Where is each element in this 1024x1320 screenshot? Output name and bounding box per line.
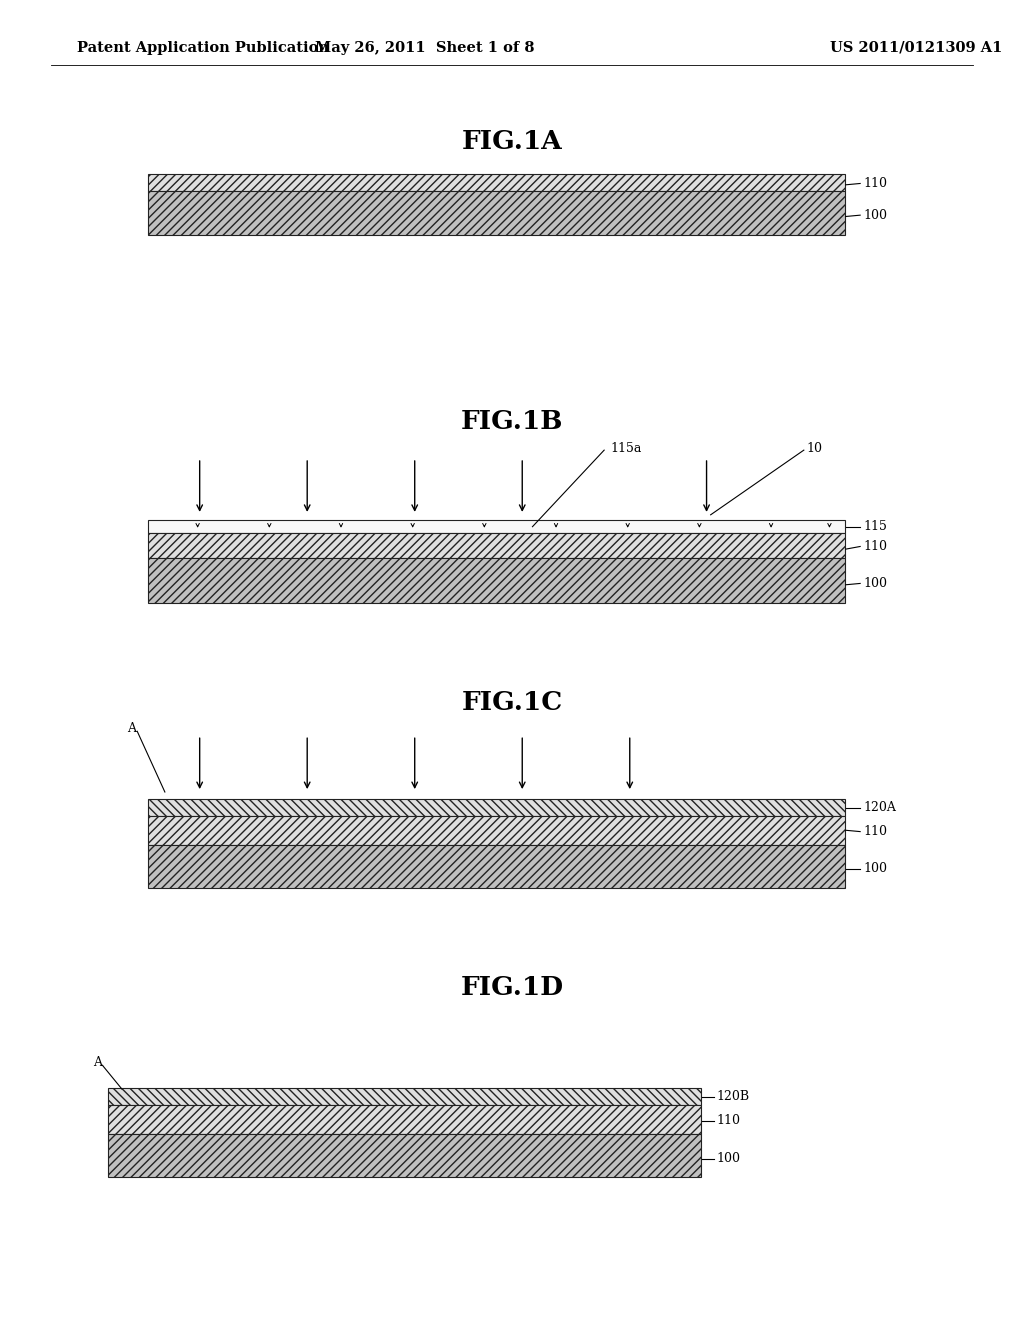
Bar — [108, 1134, 701, 1177]
Bar — [148, 520, 845, 533]
Text: Patent Application Publication: Patent Application Publication — [77, 41, 329, 54]
Text: 100: 100 — [863, 862, 887, 875]
Text: FIG.1C: FIG.1C — [462, 690, 562, 714]
Text: 10: 10 — [807, 442, 823, 455]
Text: A: A — [93, 1056, 102, 1069]
Text: 110: 110 — [717, 1114, 740, 1127]
Text: FIG.1A: FIG.1A — [462, 129, 562, 153]
Bar — [148, 845, 845, 888]
Text: 100: 100 — [863, 577, 887, 590]
Bar — [148, 816, 845, 845]
Bar — [108, 1088, 701, 1105]
Text: 110: 110 — [863, 540, 887, 553]
Text: US 2011/0121309 A1: US 2011/0121309 A1 — [830, 41, 1002, 54]
Text: FIG.1D: FIG.1D — [461, 975, 563, 999]
Text: 110: 110 — [863, 177, 887, 190]
Text: 120A: 120A — [863, 801, 896, 814]
Text: 110: 110 — [863, 825, 887, 838]
Text: A: A — [127, 722, 136, 735]
Bar — [148, 799, 845, 816]
Bar — [108, 1105, 701, 1134]
Bar — [148, 191, 845, 235]
Text: 100: 100 — [717, 1152, 740, 1166]
Text: 100: 100 — [863, 209, 887, 222]
Text: FIG.1B: FIG.1B — [461, 409, 563, 433]
Bar — [148, 558, 845, 603]
Text: May 26, 2011  Sheet 1 of 8: May 26, 2011 Sheet 1 of 8 — [315, 41, 535, 54]
Text: 115: 115 — [863, 520, 887, 533]
Text: 120B: 120B — [717, 1090, 750, 1104]
Bar — [148, 533, 845, 558]
Bar — [148, 174, 845, 191]
Text: 115a: 115a — [610, 442, 642, 455]
